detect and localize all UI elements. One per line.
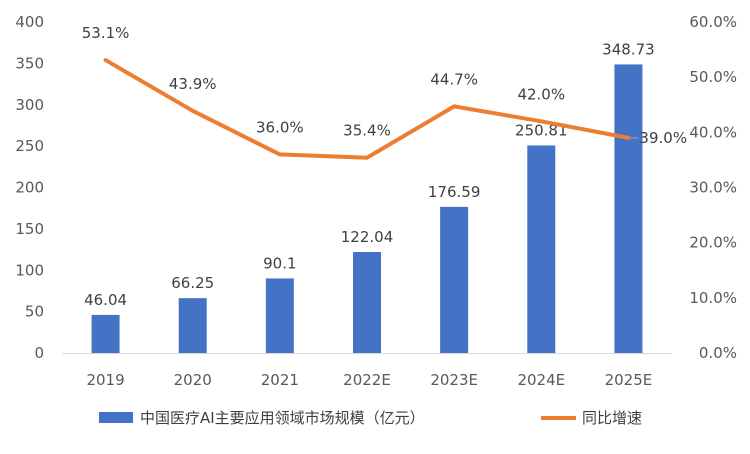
- bar: [440, 207, 468, 353]
- left-axis-tick-label: 50: [25, 303, 44, 321]
- x-axis-tick-label: 2020: [174, 371, 212, 389]
- bar: [353, 252, 381, 353]
- legend-label-bar: 中国医疗AI主要应用领域市场规模（亿元）: [140, 409, 425, 427]
- line-data-label: 43.9%: [169, 75, 217, 93]
- right-axis-tick-label: 40.0%: [689, 123, 737, 141]
- bar-data-label: 348.73: [602, 40, 655, 58]
- bar: [179, 298, 207, 353]
- legend-swatch-bar: [99, 412, 133, 423]
- bar: [266, 278, 294, 353]
- bar-series: [92, 64, 643, 353]
- left-axis-tick-label: 150: [15, 220, 44, 238]
- line-data-labels: 53.1% 43.9% 36.0% 35.4% 44.7% 42.0% 39.0%: [82, 24, 687, 147]
- left-axis-tick-label: 350: [15, 54, 44, 72]
- right-axis-tick-label: 30.0%: [689, 179, 737, 197]
- bar: [527, 145, 555, 353]
- line-data-label: 39.0%: [639, 129, 687, 147]
- right-axis-tick-label: 0.0%: [699, 344, 737, 362]
- left-axis-tick-label: 200: [15, 179, 44, 197]
- bar: [614, 64, 642, 353]
- x-axis-tick-label: 2022E: [343, 371, 391, 389]
- legend: 中国医疗AI主要应用领域市场规模（亿元） 同比增速: [99, 409, 642, 427]
- bar-data-label: 176.59: [428, 183, 481, 201]
- line-data-label: 44.7%: [430, 70, 478, 88]
- line-data-label: 42.0%: [517, 85, 565, 103]
- left-axis-tick-label: 250: [15, 137, 44, 155]
- x-axis-tick-label: 2023E: [430, 371, 478, 389]
- bar-data-label: 46.04: [84, 291, 127, 309]
- bar-data-label: 90.1: [263, 254, 296, 272]
- x-axis-tick-label: 2019: [86, 371, 124, 389]
- right-axis-tick-label: 50.0%: [689, 68, 737, 86]
- x-axis: 2019 2020 2021 2022E 2023E 2024E 2025E: [86, 371, 652, 389]
- right-axis-tick-label: 10.0%: [689, 289, 737, 307]
- line-data-label: 53.1%: [82, 24, 130, 42]
- left-axis: 0 50 100 150 200 250 300 350 400: [15, 13, 44, 362]
- left-axis-tick-label: 300: [15, 96, 44, 114]
- line-data-label: 35.4%: [343, 122, 391, 140]
- x-axis-tick-label: 2024E: [517, 371, 565, 389]
- right-axis-tick-label: 20.0%: [689, 234, 737, 252]
- bar-data-label: 66.25: [171, 274, 214, 292]
- left-axis-tick-label: 400: [15, 13, 44, 31]
- right-axis-tick-label: 60.0%: [689, 13, 737, 31]
- left-axis-tick-label: 100: [15, 261, 44, 279]
- bar-data-label: 122.04: [341, 228, 394, 246]
- x-axis-tick-label: 2021: [261, 371, 299, 389]
- line-data-label: 36.0%: [256, 118, 304, 136]
- legend-label-line: 同比增速: [582, 409, 642, 427]
- bar: [92, 315, 120, 353]
- x-axis-tick-label: 2025E: [605, 371, 653, 389]
- left-axis-tick-label: 0: [34, 344, 44, 362]
- right-axis: 0.0% 10.0% 20.0% 30.0% 40.0% 50.0% 60.0%: [689, 13, 737, 362]
